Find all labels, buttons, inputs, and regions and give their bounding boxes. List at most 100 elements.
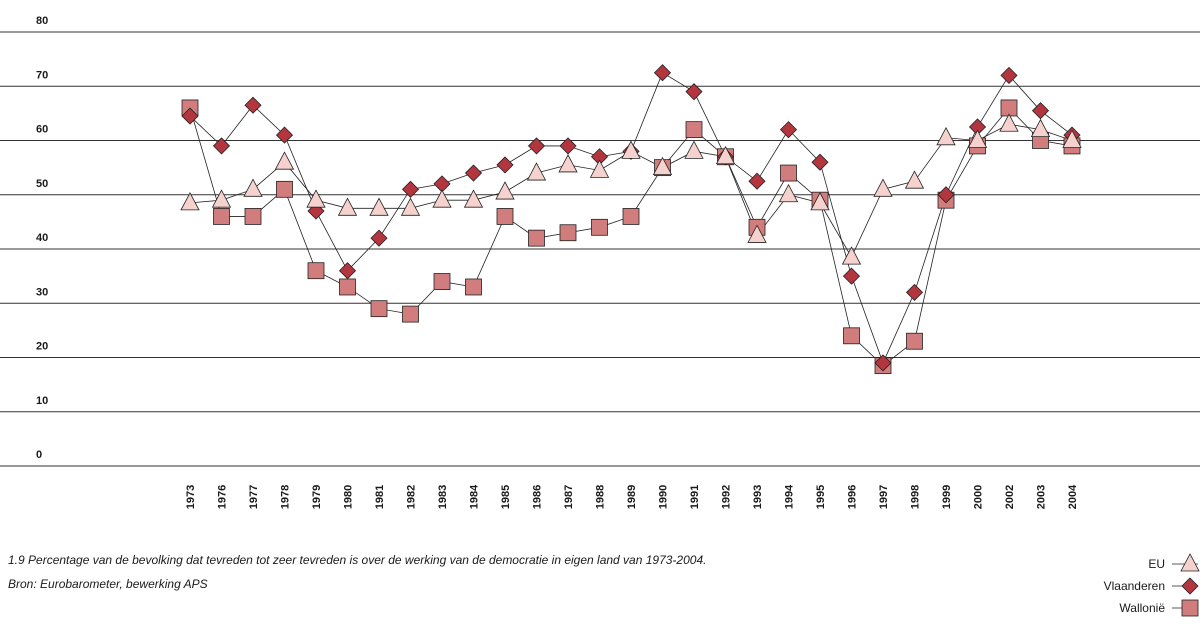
- data-point: [684, 140, 704, 159]
- x-tick-label: 1976: [217, 485, 229, 509]
- data-point: [465, 278, 482, 296]
- x-tick-label: 1990: [658, 485, 670, 509]
- x-tick-label: 2002: [1004, 485, 1016, 509]
- data-point: [181, 107, 199, 125]
- y-tick-label: 70: [36, 69, 48, 81]
- data-point: [842, 267, 861, 285]
- data-point: [1030, 118, 1051, 138]
- data-point: [748, 172, 766, 190]
- x-tick-label: 1993: [752, 485, 764, 509]
- data-point: [778, 183, 799, 203]
- data-point: [906, 332, 923, 350]
- data-point: [653, 64, 672, 82]
- x-tick-label: 1997: [878, 485, 890, 509]
- x-tick-label: 1987: [563, 485, 575, 509]
- x-tick-label: 1981: [374, 485, 386, 509]
- data-point: [243, 178, 263, 197]
- data-point: [905, 283, 924, 301]
- data-point: [276, 180, 293, 198]
- data-point: [779, 121, 798, 139]
- data-point: [433, 273, 451, 290]
- data-point: [780, 164, 797, 182]
- data-point: [244, 208, 262, 225]
- data-point: [999, 113, 1019, 132]
- data-point: [559, 224, 577, 242]
- legend-label: Vlaanderen: [1104, 579, 1165, 593]
- data-point: [811, 153, 829, 171]
- data-point: [967, 129, 988, 148]
- legend-label: Wallonië: [1119, 601, 1165, 615]
- y-tick-label: 50: [36, 178, 48, 190]
- data-point: [874, 354, 892, 372]
- legend-marker: [1181, 599, 1199, 617]
- legend-label: EU: [1148, 557, 1165, 571]
- data-point: [937, 186, 955, 204]
- x-tick-label: 2000: [973, 485, 985, 509]
- data-point: [463, 189, 484, 208]
- data-point: [589, 159, 610, 178]
- x-tick-label: 1989: [626, 485, 638, 509]
- data-point: [244, 96, 262, 114]
- data-point: [213, 208, 230, 225]
- data-point: [685, 83, 703, 101]
- data-point: [904, 170, 925, 189]
- x-tick-label: 1984: [469, 484, 481, 509]
- x-tick-label: 1983: [437, 485, 449, 509]
- x-tick-label: 1982: [406, 485, 418, 509]
- data-point: [527, 137, 546, 155]
- x-tick-label: 2004: [1067, 484, 1079, 509]
- y-tick-label: 30: [36, 286, 48, 298]
- y-tick-label: 80: [36, 15, 48, 27]
- x-tick-label: 1995: [815, 485, 827, 509]
- data-point: [370, 229, 388, 247]
- data-point: [496, 208, 514, 225]
- x-tick-label: 1977: [248, 485, 260, 509]
- chart-title: 1.9 Percentage van de bevolking dat tevr…: [8, 553, 706, 567]
- x-tick-label: 1980: [343, 485, 355, 509]
- x-tick-label: 1996: [847, 485, 859, 509]
- x-tick-label: 1978: [280, 485, 292, 509]
- y-tick-label: 0: [36, 449, 42, 461]
- y-tick-label: 10: [36, 395, 48, 407]
- x-tick-label: 1991: [689, 485, 701, 509]
- data-point: [873, 178, 893, 197]
- data-point: [274, 151, 295, 170]
- chart-source: Bron: Eurobarometer, bewerking APS: [8, 577, 208, 591]
- data-point: [747, 224, 767, 243]
- legend-marker: [1180, 553, 1200, 572]
- x-tick-label: 1986: [532, 485, 544, 509]
- data-point: [1062, 129, 1082, 148]
- data-point: [211, 189, 232, 208]
- data-point: [528, 229, 545, 247]
- data-point: [369, 197, 389, 216]
- x-tick-label: 1985: [500, 485, 512, 509]
- data-point: [936, 126, 956, 146]
- data-point: [715, 145, 736, 165]
- data-point: [1031, 102, 1050, 120]
- x-tick-label: 1979: [311, 485, 323, 509]
- data-point: [307, 262, 325, 280]
- data-point: [212, 137, 231, 155]
- data-point: [275, 126, 294, 144]
- data-point: [843, 327, 860, 345]
- y-tick-label: 40: [36, 232, 48, 244]
- x-tick-label: 1994: [784, 484, 796, 509]
- x-tick-label: 1998: [910, 485, 922, 509]
- x-tick-label: 1992: [721, 485, 733, 509]
- data-point: [401, 180, 420, 198]
- data-point: [180, 192, 200, 211]
- data-point: [432, 189, 452, 208]
- x-tick-label: 2003: [1036, 485, 1048, 509]
- x-tick-label: 1973: [185, 485, 197, 509]
- data-point: [370, 300, 388, 318]
- data-point: [402, 305, 419, 323]
- data-point: [306, 189, 326, 208]
- data-point: [559, 137, 577, 155]
- data-point: [621, 140, 641, 159]
- data-point: [558, 154, 578, 173]
- data-point: [400, 197, 421, 216]
- data-point: [339, 278, 356, 296]
- data-point: [1000, 66, 1018, 84]
- data-point: [495, 181, 515, 200]
